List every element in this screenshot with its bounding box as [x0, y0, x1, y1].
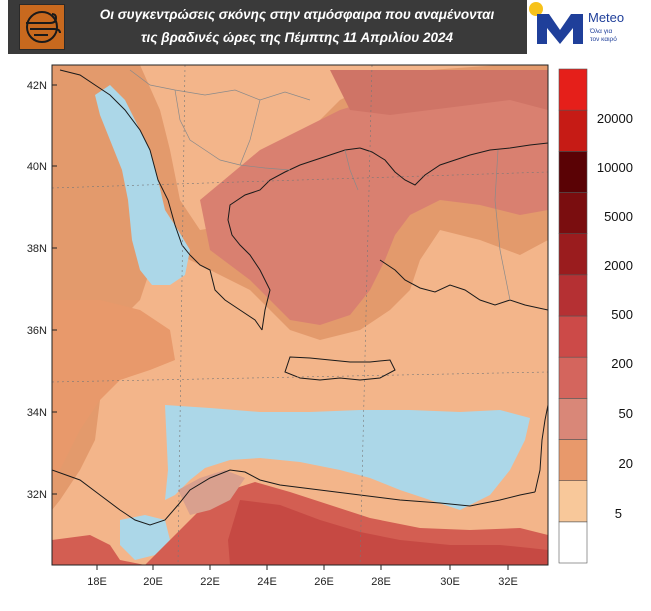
brand-name: Meteo — [588, 10, 625, 25]
legend-colorbar — [558, 68, 588, 564]
lon-label-26e: 26E — [314, 576, 334, 588]
lon-label-30e: 30E — [440, 576, 460, 588]
graticule — [52, 65, 548, 565]
legend-swatch — [558, 315, 588, 358]
coastlines — [52, 69, 548, 526]
lat-label-38n: 38N — [27, 243, 47, 255]
lon-label-20e: 20E — [143, 576, 163, 588]
cyrenaica-region — [178, 470, 245, 515]
meteo-brand: Meteo Όλα για τον καιρό — [527, 0, 647, 54]
legend-label-50: 50 — [619, 406, 633, 421]
legend-label-5000: 5000 — [604, 209, 633, 224]
lon-label-28e: 28E — [371, 576, 391, 588]
legend-label-500: 500 — [611, 307, 633, 322]
legend-swatch — [558, 439, 588, 481]
legend-label-5: 5 — [615, 506, 622, 521]
legend-label-20000: 20000 — [597, 111, 633, 126]
brand-tagline-line2: τον καιρό — [590, 36, 617, 43]
lat-label-34n: 34N — [27, 407, 47, 419]
clear-sky-gulf-sidra — [120, 515, 170, 560]
lat-label-36n: 36N — [27, 325, 47, 337]
map-title-line2: τις βραδινές ώρες της Πέμπτης 11 Απριλίο… — [141, 30, 453, 45]
dust-zone-core — [228, 500, 548, 565]
lon-label-32e: 32E — [498, 576, 518, 588]
sun-icon — [529, 2, 543, 16]
legend-label-20: 20 — [619, 456, 633, 471]
legend-label-2000: 2000 — [604, 258, 633, 273]
legend-label-200: 200 — [611, 356, 633, 371]
legend-swatch — [558, 274, 588, 317]
lat-label-32n: 32N — [27, 489, 47, 501]
dust-logo — [19, 4, 65, 50]
legend-label-10000: 10000 — [597, 160, 633, 175]
dust-zone-high — [200, 75, 548, 325]
country-borders — [129, 69, 511, 301]
clear-sky-libyan-sea — [165, 405, 530, 510]
legend-swatch — [558, 109, 588, 152]
latitude-axis: 42N 40N 38N 36N 34N 32N — [27, 80, 57, 501]
legend-labels: 20000 10000 5000 2000 500 200 50 20 5 — [597, 111, 633, 521]
legend-swatch — [558, 398, 588, 440]
lon-label-18e: 18E — [87, 576, 107, 588]
legend-swatch — [558, 68, 588, 111]
legend-swatch — [558, 151, 588, 193]
title-banner: Οι συγκεντρώσεις σκόνης στην ατμόσφαιρα … — [8, 0, 527, 54]
legend-swatch — [558, 356, 588, 399]
legend-swatch — [558, 192, 588, 234]
longitude-axis: 18E 20E 22E 24E 26E 28E 30E 32E — [87, 565, 518, 588]
brand-tagline: Όλα για τον καιρό — [590, 28, 634, 44]
lat-label-40n: 40N — [27, 161, 47, 173]
dust-plume-west — [52, 300, 175, 480]
meteo-m-logo — [537, 14, 583, 44]
dust-zone-north-east — [330, 70, 548, 115]
lat-label-42n: 42N — [27, 80, 47, 92]
legend-swatch — [558, 521, 588, 564]
wind-swirl-icon — [26, 11, 61, 43]
lon-label-24e: 24E — [257, 576, 277, 588]
map-title: Οι συγκεντρώσεις σκόνης στην ατμόσφαιρα … — [72, 3, 522, 51]
brand-tagline-line1: Όλα για — [590, 28, 613, 35]
legend-swatch — [558, 233, 588, 276]
map-frame — [51, 64, 549, 566]
legend-swatch — [558, 480, 588, 523]
lon-label-22e: 22E — [200, 576, 220, 588]
map-title-line1: Οι συγκεντρώσεις σκόνης στην ατμόσφαιρα … — [99, 7, 495, 22]
